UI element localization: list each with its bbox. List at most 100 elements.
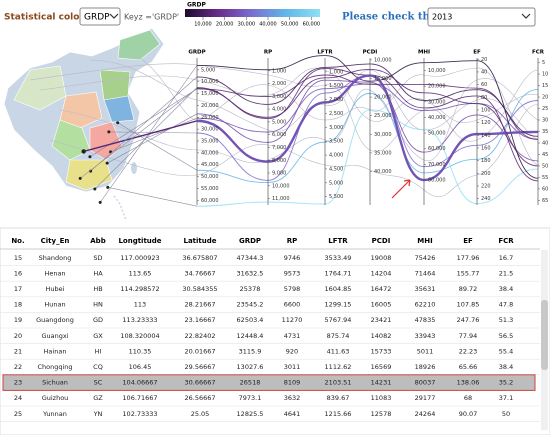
coloring-dropdown[interactable]: GRDP — [79, 7, 121, 26]
table-cell: SC — [94, 379, 103, 387]
map-point — [105, 161, 109, 165]
map-point — [116, 121, 120, 125]
table-cell: 55.4 — [499, 347, 513, 355]
axis-title: LFTR — [317, 50, 333, 56]
axis-tick-label: 4,000 — [272, 107, 286, 113]
column-header: Longtitude — [118, 237, 161, 245]
scrollbar-thumb[interactable] — [541, 300, 548, 370]
axis-tick-label: 35,000 — [374, 150, 392, 156]
table-cell: 80037 — [415, 379, 436, 387]
axis-title: PCDI — [363, 50, 378, 56]
table-cell: Hubei — [46, 285, 65, 293]
map-link — [79, 88, 198, 179]
annotation-arrow — [391, 179, 411, 199]
axis-tick-label: 40,000 — [428, 115, 446, 121]
colorbar-tick-label: 50,000 — [281, 22, 299, 28]
table-cell: 4731 — [284, 332, 301, 340]
map-link — [107, 187, 198, 207]
axis-tick-label: 50,000 — [201, 174, 219, 180]
table-cell: 155.77 — [457, 269, 480, 277]
dropdown-value[interactable]: 2013 — [432, 13, 452, 22]
axis-tick-label: 40 — [481, 69, 487, 75]
island — [131, 162, 137, 174]
table-cell: 3115.9 — [239, 347, 262, 355]
dropdown-value[interactable]: GRDP — [84, 13, 110, 23]
table-cell: Shandong — [39, 254, 72, 262]
table-cell: 14082 — [371, 332, 392, 340]
dropdown-box[interactable] — [79, 7, 121, 26]
axis-tick-label: 10 — [542, 72, 548, 78]
table-frame — [0, 227, 550, 435]
axis-tick-label: 4,000 — [329, 153, 343, 159]
table-cell: 1299.15 — [325, 301, 352, 309]
region — [99, 69, 131, 101]
axis-tick-label: 120 — [481, 120, 491, 126]
table-cell: 23 — [14, 379, 22, 387]
dropdown-box[interactable] — [427, 7, 536, 27]
axis-tick-label: 65 — [542, 198, 548, 204]
axis-tick-label: 1,000 — [272, 68, 286, 74]
axis-tick-label: 70,000 — [428, 162, 446, 168]
table-cell: 117.000923 — [120, 254, 159, 262]
table-cell: 23.16667 — [184, 316, 215, 324]
table-cell: 26.56667 — [184, 394, 215, 402]
chevron[interactable] — [521, 13, 531, 19]
year-dropdown[interactable]: 2013 — [427, 7, 536, 27]
table-cell: 22.82402 — [184, 332, 215, 340]
table-cell: 5798 — [284, 285, 301, 293]
table-cell: 77.94 — [459, 332, 478, 340]
table-cell: Henan — [44, 269, 65, 277]
table-cell: 16472 — [371, 285, 392, 293]
colorbar — [185, 9, 320, 17]
table-cell: 6600 — [284, 301, 301, 309]
axis-tick-label: 5,000 — [272, 119, 286, 125]
table-cell: 102.73333 — [122, 410, 157, 418]
axis-tick-label: 40,000 — [201, 150, 219, 156]
table-cell: 30.584355 — [182, 285, 217, 293]
table-cell: 38.4 — [499, 363, 513, 371]
table-cell: 1112.62 — [325, 363, 352, 371]
axis-tick-label: 25 — [542, 106, 548, 112]
table-cell: 34.76667 — [184, 269, 215, 277]
map-point — [106, 185, 110, 189]
axis-tick-label: 30 — [542, 118, 548, 124]
axis-tick-label: 100 — [481, 107, 491, 113]
map-link — [110, 117, 198, 153]
table-cell: YN — [93, 410, 103, 418]
axis-tick-label: 80,000 — [428, 177, 446, 183]
table-cell: 22.23 — [459, 347, 478, 355]
axis-tick-label: 6,000 — [272, 132, 286, 138]
region — [51, 119, 91, 161]
table-cell: 89.72 — [459, 285, 478, 293]
axis-tick-label: 15 — [542, 83, 548, 89]
coloring-label: Statistical coloring: — [4, 13, 103, 23]
axis-tick-label: 200 — [481, 171, 491, 177]
table-cell: 113.65 — [129, 269, 152, 277]
table-cell: Guizhou — [42, 394, 69, 402]
table-cell: 107.85 — [457, 301, 480, 309]
table-cell: 75426 — [415, 254, 436, 262]
table-cell: Hainan — [44, 347, 67, 355]
map-link — [107, 113, 198, 164]
axis-tick-label: 60,000 — [201, 198, 219, 204]
axis-tick-label: 45,000 — [201, 162, 219, 168]
table-cell: 3632 — [284, 394, 301, 402]
axis-tick-label: 3,000 — [272, 94, 286, 100]
chevron[interactable] — [109, 13, 119, 19]
legend-title: GRDP — [187, 2, 207, 9]
axis-tick-label: 5,000 — [329, 180, 343, 186]
column-header: No. — [11, 237, 24, 245]
axis-tick-label: 50,000 — [428, 131, 446, 137]
table-cell: 108.320004 — [120, 332, 159, 340]
table-cell: 3533.49 — [325, 254, 352, 262]
axis-title: RP — [264, 50, 272, 56]
axis-tick-label: 80 — [481, 95, 487, 101]
table-cell: 35.2 — [499, 379, 513, 387]
table-cell: 12448.4 — [237, 332, 264, 340]
table-cell: 247.76 — [457, 316, 480, 324]
table-cell: 14204 — [371, 269, 392, 277]
table-cell: 1215.66 — [325, 410, 352, 418]
axis-tick-label: 40,000 — [374, 169, 392, 175]
table-cell: 138.06 — [457, 379, 480, 387]
axis-tick-label: 1,500 — [329, 83, 343, 89]
